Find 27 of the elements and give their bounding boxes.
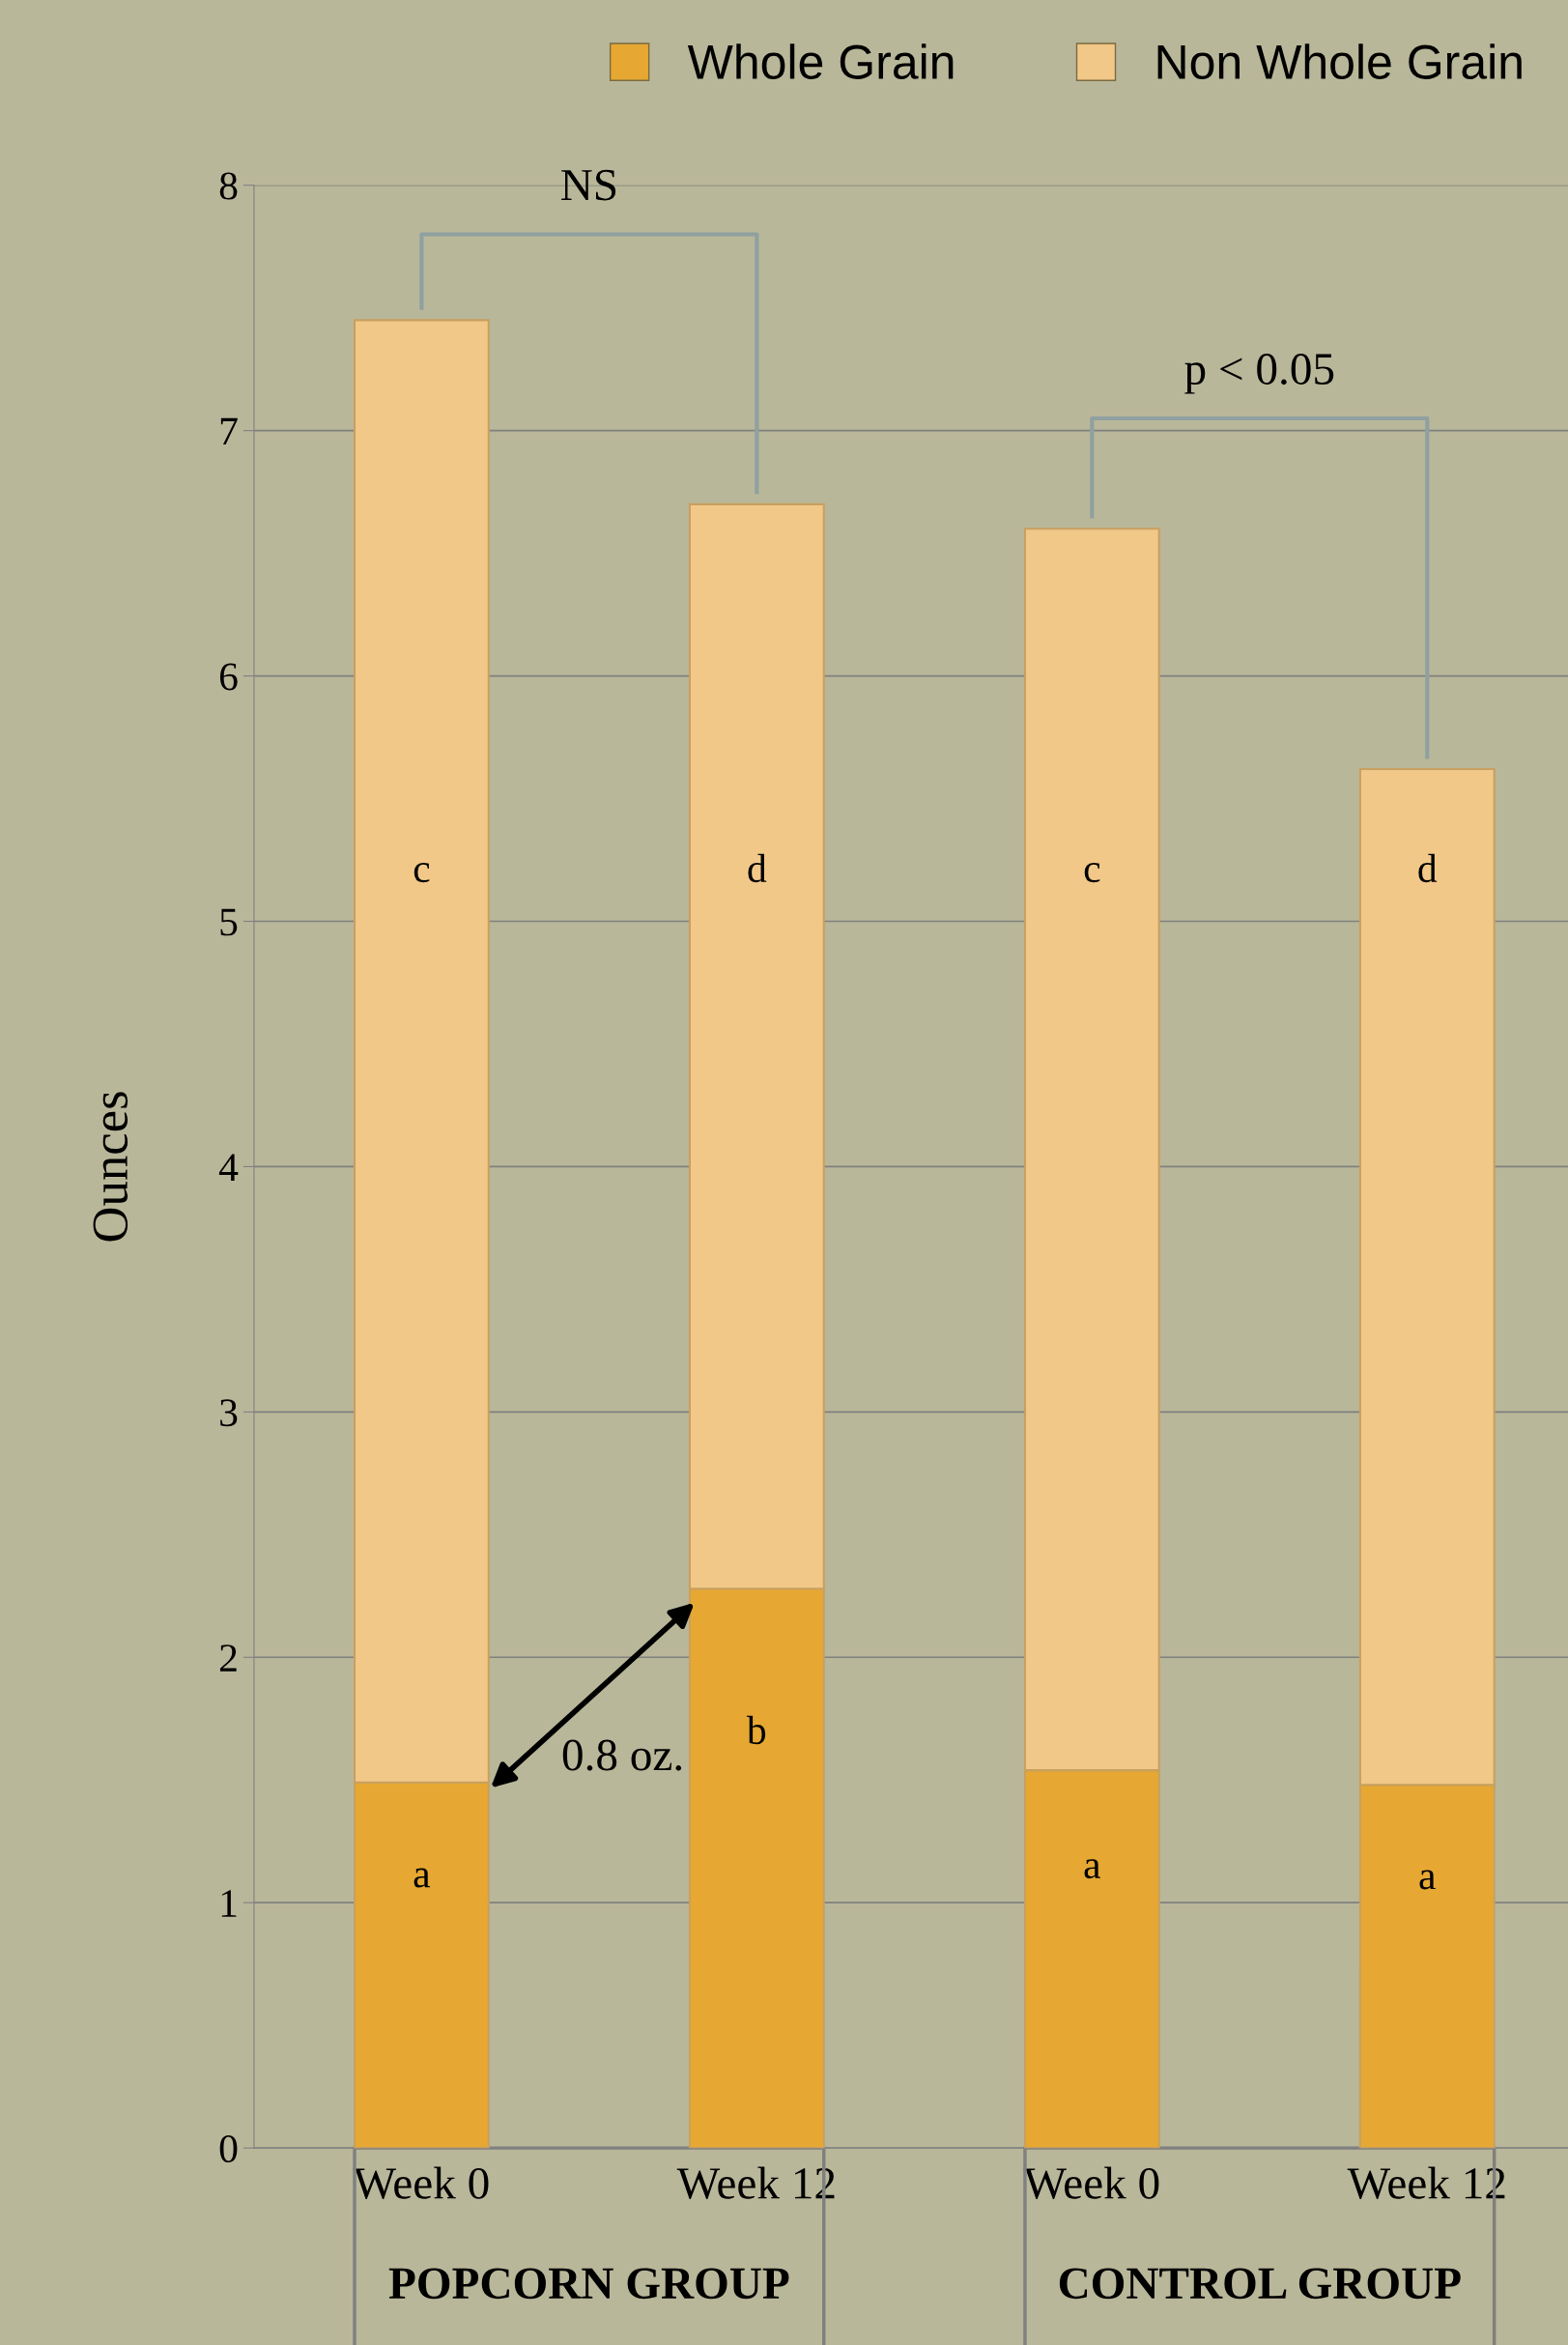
y-tick-label: 5: [220, 908, 238, 936]
y-tick-label: 3: [220, 1399, 238, 1427]
y-tick-label: 6: [219, 663, 238, 691]
data-label: d: [748, 853, 767, 883]
x-tick-label: Week 0: [1023, 2166, 1159, 2200]
data-label: d: [1418, 853, 1438, 883]
annotation: 0.8 oz.: [562, 1739, 682, 1771]
data-label: c: [413, 863, 430, 883]
data-label: c: [1084, 863, 1100, 883]
data-label: a: [413, 1868, 431, 1888]
annotation: p < 0.05: [1184, 354, 1334, 394]
y-tick-label: 8: [219, 172, 238, 200]
legend-label: Whole Grain: [687, 43, 954, 79]
data-label: a: [1084, 1859, 1100, 1879]
legend-label: Non Whole Grain: [1157, 43, 1522, 79]
y-axis-title: Ounces: [93, 1092, 128, 1242]
data-label: b: [746, 1715, 766, 1745]
text: CONTROL GROUP: [1059, 2268, 1461, 2300]
y-tick-label: 7: [220, 417, 238, 445]
annotation: NS: [561, 169, 616, 201]
y-tick-label: 2: [219, 1644, 237, 1672]
y-tick-label: 1: [221, 1890, 237, 1917]
y-tick-label: 4: [218, 1154, 239, 1181]
y-tick-label: 0: [219, 2134, 238, 2162]
text: POPCORN GROUP: [388, 2268, 789, 2300]
x-tick-label: Week 0: [353, 2166, 489, 2200]
data-label: a: [1419, 1870, 1436, 1890]
